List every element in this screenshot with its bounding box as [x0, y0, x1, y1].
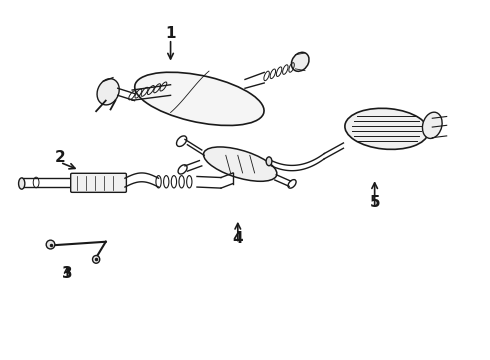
Ellipse shape	[266, 157, 272, 166]
Ellipse shape	[93, 256, 100, 263]
Ellipse shape	[422, 112, 442, 139]
Text: 3: 3	[62, 266, 73, 281]
Text: 1: 1	[165, 26, 176, 41]
Ellipse shape	[292, 52, 309, 71]
Ellipse shape	[19, 178, 25, 189]
Text: 4: 4	[232, 231, 243, 246]
Text: 5: 5	[369, 195, 380, 211]
Ellipse shape	[203, 147, 277, 181]
Ellipse shape	[135, 72, 264, 126]
Text: 2: 2	[55, 149, 66, 165]
Ellipse shape	[46, 240, 55, 249]
FancyBboxPatch shape	[71, 173, 126, 192]
Ellipse shape	[97, 79, 119, 105]
Ellipse shape	[345, 108, 428, 149]
